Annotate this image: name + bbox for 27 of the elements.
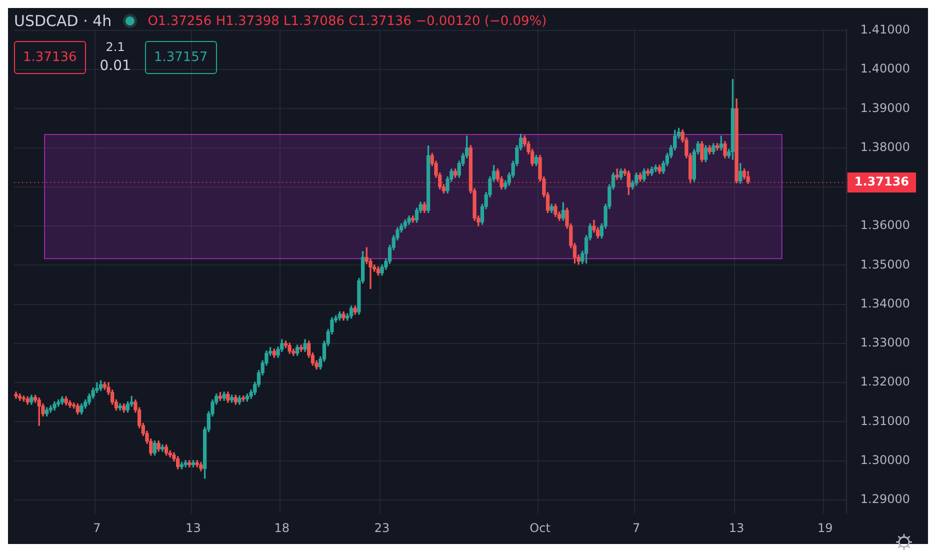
x-tick-label: 23 [374,520,390,535]
y-tick-label: 1.34000 [860,296,910,310]
y-tick-label: 1.29000 [860,492,910,506]
x-tick-label: 19 [818,520,833,535]
y-tick-label: 1.35000 [860,257,910,272]
y-tick-label: 1.33000 [860,336,910,350]
x-tick-label: 7 [632,520,640,535]
annotation: 1.37157 [144,40,217,74]
x-tick-label: 18 [274,520,290,535]
annotation: 0.01 [100,58,131,74]
y-tick-label: 1.30000 [860,452,910,467]
text: O1.37256 H1.37398 L1.37086 C1.37136 −0.00120 (−0.09%) [148,14,547,28]
x-tick-label: 13 [186,520,201,535]
x-tick-label: Oct [530,520,551,535]
chart-title: USDCAD · 4h [14,12,112,30]
annotation: 1.37136 [14,40,86,74]
y-tick-label: 1.38000 [860,140,910,154]
y-tick-label: 1.41000 [860,22,910,36]
y-tick-label: 1.32000 [860,374,910,389]
x-tick-label: 7 [93,520,101,535]
x-tick-label: 13 [728,520,744,535]
y-tick-label: 1.39000 [860,100,910,115]
annotation: 2.1 [106,40,125,54]
y-tick-label: 1.40000 [860,62,910,76]
ref-line-label: 1.37136 [854,174,910,189]
y-tick-label: 1.31000 [860,414,910,428]
y-tick-label: 1.36000 [860,218,910,232]
